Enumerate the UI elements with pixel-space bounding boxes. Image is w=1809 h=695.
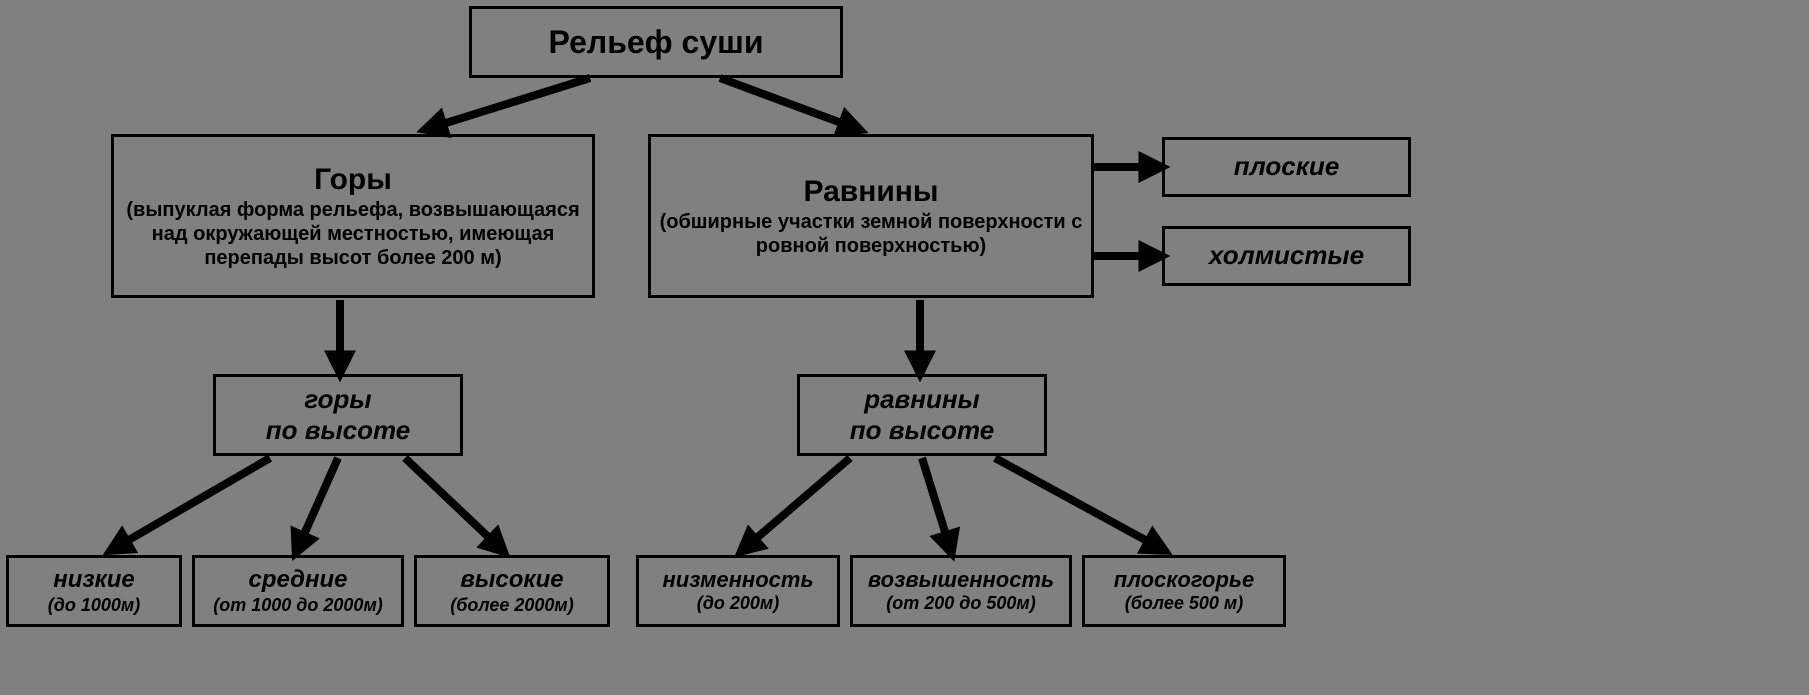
node-plateau: плоскогорье(более 500 м) — [1082, 555, 1286, 627]
node-plains: Равнины(обширные участки земной поверхно… — [648, 134, 1094, 298]
node-upland-sub: (от 200 до 500м) — [878, 593, 1044, 615]
node-mountains-title: Горы — [314, 162, 392, 198]
node-mountains_by_height: горыпо высоте — [213, 374, 463, 456]
node-upland: возвышенность(от 200 до 500м) — [850, 555, 1072, 627]
node-lowland-sub: (до 200м) — [689, 593, 787, 615]
node-mountains_by_height-title2: по высоте — [266, 415, 410, 446]
node-high_m-title: высокие — [460, 566, 563, 595]
node-upland-title: возвышенность — [868, 567, 1054, 593]
node-root: Рельеф суши — [469, 6, 843, 78]
node-mid_m-title: средние — [249, 566, 348, 595]
edge-6 — [115, 458, 270, 548]
node-low_m-sub: (до 1000м) — [40, 595, 148, 617]
node-low_m-title: низкие — [53, 566, 135, 595]
node-plains_by_height: равниныпо высоте — [797, 374, 1047, 456]
node-high_m-sub: (более 2000м) — [442, 595, 581, 617]
node-plains-title: Равнины — [803, 174, 938, 210]
node-plateau-title: плоскогорье — [1114, 567, 1254, 593]
node-plains_by_height-title2: по высоте — [850, 415, 994, 446]
edge-0 — [430, 78, 590, 128]
node-mountains_by_height-title: горы — [304, 384, 371, 415]
node-hilly: холмистые — [1162, 226, 1411, 286]
edge-1 — [720, 78, 855, 128]
node-mid_m-sub: (от 1000 до 2000м) — [205, 595, 391, 617]
node-flat-title: плоские — [1234, 151, 1340, 182]
node-plains-sub: (обширные участки земной поверхности с р… — [651, 210, 1091, 258]
node-plateau-sub: (более 500 м) — [1117, 593, 1251, 615]
edge-10 — [922, 458, 950, 548]
node-mountains: Горы(выпуклая форма рельефа, возвышающая… — [111, 134, 595, 298]
edge-7 — [298, 458, 338, 548]
node-low_m: низкие(до 1000м) — [6, 555, 182, 627]
node-plains_by_height-title: равнины — [864, 384, 980, 415]
node-high_m: высокие(более 2000м) — [414, 555, 610, 627]
edge-11 — [995, 458, 1160, 548]
node-hilly-title: холмистые — [1209, 240, 1364, 271]
edge-8 — [405, 458, 500, 548]
node-root-title: Рельеф суши — [549, 23, 764, 61]
node-mid_m: средние(от 1000 до 2000м) — [192, 555, 404, 627]
node-flat: плоские — [1162, 137, 1411, 197]
node-lowland: низменность(до 200м) — [636, 555, 840, 627]
edge-9 — [745, 458, 850, 548]
node-mountains-sub: (выпуклая форма рельефа, возвышающаяся н… — [114, 198, 592, 270]
node-lowland-title: низменность — [662, 567, 813, 593]
